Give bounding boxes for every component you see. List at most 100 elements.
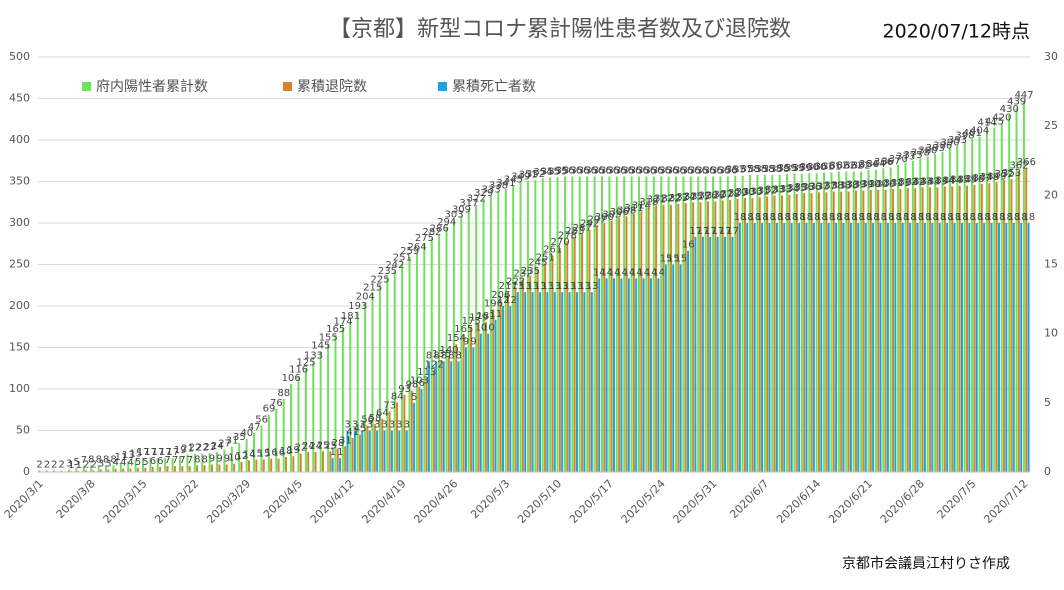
data-label: 3 bbox=[105, 459, 111, 470]
bar bbox=[415, 252, 418, 472]
bar bbox=[388, 411, 391, 472]
data-label: 76 bbox=[270, 398, 283, 409]
bar bbox=[144, 467, 147, 472]
bar bbox=[193, 453, 196, 472]
data-label: 35 bbox=[233, 432, 246, 443]
bar bbox=[378, 285, 381, 472]
data-label: 45 bbox=[354, 424, 367, 435]
data-label: 12 bbox=[497, 295, 510, 306]
data-label: 270 bbox=[551, 237, 570, 248]
bar bbox=[603, 223, 606, 472]
x-tick-label: 2020/6/28 bbox=[878, 477, 927, 526]
bar bbox=[438, 234, 441, 472]
data-label: 251 bbox=[393, 253, 412, 264]
bar bbox=[201, 453, 204, 472]
data-label: 356 bbox=[593, 166, 612, 177]
y2-tick-label: 10 bbox=[1044, 327, 1058, 340]
data-label: 356 bbox=[578, 166, 597, 177]
bar bbox=[786, 174, 789, 472]
x-tick-label: 2020/4/5 bbox=[261, 477, 305, 521]
bar bbox=[314, 452, 317, 472]
bar bbox=[114, 468, 117, 472]
bar bbox=[862, 190, 865, 472]
bar bbox=[830, 172, 833, 472]
bar bbox=[462, 335, 465, 472]
y2-tick-label: 0 bbox=[1044, 465, 1051, 478]
bar bbox=[519, 182, 522, 472]
data-label: 2 bbox=[59, 459, 65, 470]
data-label: 232 bbox=[513, 268, 532, 279]
data-label: 357 bbox=[733, 165, 752, 176]
data-label: 259 bbox=[400, 246, 419, 257]
data-label: 251 bbox=[536, 253, 555, 264]
data-label: 245 bbox=[528, 258, 547, 269]
bar bbox=[909, 223, 912, 472]
bar bbox=[837, 171, 840, 473]
data-label: 22 bbox=[295, 443, 308, 454]
bar bbox=[615, 176, 618, 472]
bar bbox=[694, 236, 697, 472]
data-label: 375 bbox=[904, 150, 923, 161]
bar bbox=[650, 278, 653, 472]
bar bbox=[425, 378, 428, 472]
data-label: 360 bbox=[800, 162, 819, 173]
data-label: 235 bbox=[521, 266, 540, 277]
bar bbox=[960, 223, 963, 472]
data-label: 338 bbox=[839, 180, 858, 191]
data-label: 1 bbox=[330, 447, 336, 458]
bar bbox=[401, 263, 404, 472]
data-label: 8 bbox=[433, 350, 439, 361]
data-label: 344 bbox=[935, 175, 954, 186]
bar bbox=[943, 186, 946, 473]
bar bbox=[356, 311, 359, 472]
data-label: 360 bbox=[807, 162, 826, 173]
data-label: 328 bbox=[721, 189, 740, 200]
bar bbox=[635, 278, 638, 472]
chart-subtitle: 2020/07/12時点 bbox=[882, 21, 1030, 43]
data-label: 358 bbox=[770, 164, 789, 175]
data-label: 8 bbox=[441, 350, 447, 361]
data-label: 325 bbox=[691, 191, 710, 202]
bar bbox=[312, 361, 315, 472]
data-label: 356 bbox=[659, 166, 678, 177]
data-label: 336 bbox=[795, 182, 814, 193]
data-label: 28 bbox=[332, 438, 345, 449]
bar bbox=[512, 185, 515, 472]
bar bbox=[724, 236, 727, 472]
bar bbox=[934, 154, 937, 473]
bar bbox=[712, 176, 715, 472]
bar bbox=[886, 223, 889, 472]
bar bbox=[669, 204, 672, 473]
data-label: 294 bbox=[437, 217, 456, 228]
data-label: 356 bbox=[652, 166, 671, 177]
data-label: 217 bbox=[499, 281, 518, 292]
data-label: 196 bbox=[484, 298, 503, 309]
data-label: 314 bbox=[632, 200, 651, 211]
bar bbox=[588, 229, 591, 472]
data-label: 8 bbox=[96, 454, 102, 465]
data-label: 6 bbox=[419, 378, 425, 389]
data-label: 2 bbox=[83, 459, 89, 470]
x-tick-label: 2020/5/24 bbox=[619, 477, 668, 526]
bar bbox=[188, 466, 191, 472]
data-label: 11 bbox=[489, 309, 502, 320]
data-label: 17 bbox=[137, 447, 150, 458]
bar bbox=[210, 464, 213, 472]
bar bbox=[978, 136, 981, 472]
data-label: 3 bbox=[396, 420, 402, 431]
data-label: 414 bbox=[978, 117, 997, 128]
bar bbox=[610, 220, 613, 472]
bar bbox=[625, 216, 628, 472]
bar bbox=[529, 276, 532, 472]
bar bbox=[270, 458, 273, 472]
bar bbox=[383, 430, 386, 472]
data-label: 88 bbox=[277, 388, 290, 399]
data-label: 398 bbox=[955, 131, 974, 142]
bar bbox=[277, 458, 280, 472]
bar bbox=[67, 469, 70, 472]
bar bbox=[166, 466, 169, 472]
data-label: 318 bbox=[639, 197, 658, 208]
bar bbox=[963, 141, 966, 472]
data-label: 308 bbox=[617, 205, 636, 216]
bar bbox=[586, 176, 589, 472]
